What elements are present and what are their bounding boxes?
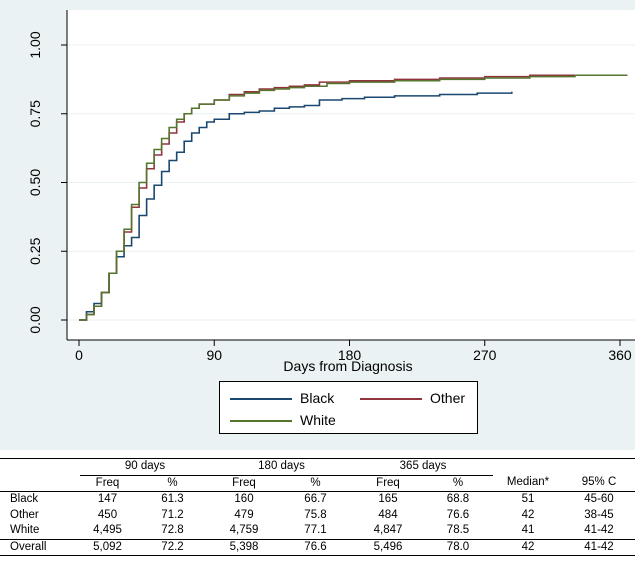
table-cell: 72.8 [161,524,184,536]
table-cell: 61.3 [161,493,184,505]
table-cell: 38-45 [584,508,614,521]
table-cell: 42 [521,508,535,521]
series-line-black [79,91,513,321]
y-tick-label: 1.00 [27,31,43,58]
table-cell: 4,759 [229,524,259,536]
col-header: Freq [210,475,278,492]
row-label: White [10,524,40,536]
table-cell: 160 [234,493,254,505]
table-cell: 68.8 [446,493,470,505]
table-cell: 5,398 [210,538,278,556]
col-header: % [135,475,210,492]
table-cell: 4,495 [93,524,122,536]
table-row: White 4,495 72.8 4,759 77.1 4,847 78.5 4… [0,523,635,539]
row-label: Overall [0,538,80,556]
row-label: Other [10,508,39,521]
table-row: Black 147 61.3 160 66.7 165 68.8 51 45-6… [0,492,635,508]
table-cell: 75.8 [304,508,327,521]
table-cell: 76.6 [278,538,353,556]
table-cell: 45-60 [584,493,614,505]
table-row: Overall 5,092 72.2 5,398 76.6 5,496 78.0… [0,538,635,556]
km-curve-chart: 0.00 0.25 0.50 0.75 1.00 0 90 180 270 360 Days fro… [27,10,635,374]
table-cell: 41 [521,524,535,536]
legend-label-white: White [300,412,336,428]
table-group-header-row: 90 days 180 days 365 days [0,458,635,476]
table-cell: 479 [234,508,254,521]
table-cell: 42 [493,538,563,556]
group-header-365: 365 days [353,458,493,476]
legend-swatch-other [360,398,422,400]
y-tick-label: 0.00 [27,306,43,333]
col-header: Freq [80,475,135,492]
table-cell: 165 [378,493,398,505]
plot-area: 0.00 0.25 0.50 0.75 1.00 0 90 180 270 360 Days fro… [0,0,635,450]
legend-label-black: Black [300,390,335,406]
col-header: % [423,475,493,492]
legend-label-other: Other [430,390,466,406]
col-header: Median* [493,475,563,492]
plot-region [67,10,635,340]
table-cell: 4,847 [373,524,403,536]
chart-legend: Black Other White [219,381,478,434]
x-tick-label: 90 [206,347,222,363]
series-line-white [79,74,628,321]
table-cell: 5,092 [80,538,135,556]
x-tick-label: 270 [473,347,497,363]
table-cell: 450 [97,508,118,521]
table-cell: 484 [378,508,398,521]
x-tick-label: 180 [338,347,362,363]
legend-swatch-white [230,420,292,422]
table-cell: 51 [521,493,535,505]
y-tick-label: 0.25 [27,237,43,264]
table-cell: 66.7 [304,493,327,505]
table-cell: 78.0 [423,538,493,556]
y-tick-label: 0.75 [27,100,43,127]
y-tick-label: 0.50 [27,169,43,196]
table-cell: 41-42 [584,524,614,536]
table-cell: 71.2 [161,508,184,521]
table-cell: 147 [97,493,118,505]
col-header: 95% C [563,475,635,492]
col-header: Freq [353,475,423,492]
row-label: Black [10,493,39,505]
table-cell: 5,496 [353,538,423,556]
summary-table: 90 days 180 days 365 days Freq % Freq % … [0,458,635,556]
table-cell: 78.5 [446,524,470,536]
table-cell: 76.6 [446,508,470,521]
table-cell: 77.1 [304,524,327,536]
table-row: Other 450 71.2 479 75.8 484 76.6 42 38-4… [0,508,635,524]
x-axis-title: Days from Diagnosis [283,358,412,374]
legend-swatch-black [230,398,292,400]
group-header-90: 90 days [80,458,210,476]
x-tick-label: 360 [608,347,632,363]
col-header: % [278,475,353,492]
table-cell: 72.2 [135,538,210,556]
table-column-header-row: Freq % Freq % Freq % Median* 95% C [0,475,635,492]
table-cell: 41-42 [563,538,635,556]
group-header-180: 180 days [210,458,353,476]
x-tick-label: 0 [75,347,83,363]
